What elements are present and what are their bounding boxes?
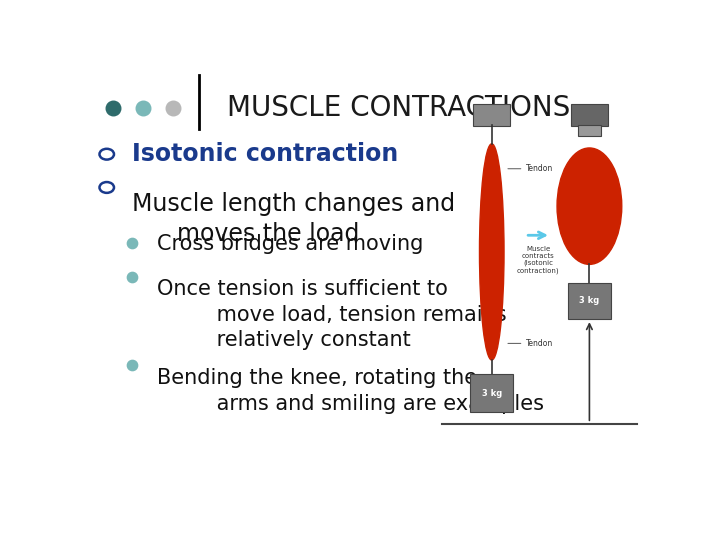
Point xyxy=(167,104,179,113)
Text: Tendon: Tendon xyxy=(508,339,554,348)
Point xyxy=(127,239,138,247)
Text: Cross bridges are moving: Cross bridges are moving xyxy=(157,234,423,254)
Ellipse shape xyxy=(480,144,504,360)
Text: Bending the knee, rotating the
         arms and smiling are examples: Bending the knee, rotating the arms and … xyxy=(157,368,544,414)
Text: MUSCLE CONTRACTIONS: MUSCLE CONTRACTIONS xyxy=(227,94,570,123)
Text: Once tension is sufficient to
         move load, tension remains
         relat: Once tension is sufficient to move load,… xyxy=(157,279,507,350)
Point xyxy=(127,361,138,369)
Text: Muscle
contracts
(Isotonic
contraction): Muscle contracts (Isotonic contraction) xyxy=(517,246,559,274)
Text: Isotonic contraction: Isotonic contraction xyxy=(132,142,398,166)
Point xyxy=(108,104,120,113)
Text: Tendon: Tendon xyxy=(508,164,554,173)
FancyBboxPatch shape xyxy=(577,125,601,136)
Text: 3 kg: 3 kg xyxy=(482,389,502,398)
FancyBboxPatch shape xyxy=(568,282,611,319)
Ellipse shape xyxy=(557,148,622,265)
FancyBboxPatch shape xyxy=(473,104,510,125)
FancyBboxPatch shape xyxy=(470,374,513,413)
FancyBboxPatch shape xyxy=(571,104,608,125)
Text: Muscle length changes and
      moves the load: Muscle length changes and moves the load xyxy=(132,192,455,246)
Text: 3 kg: 3 kg xyxy=(580,296,600,305)
Point xyxy=(127,273,138,281)
Point xyxy=(138,104,149,113)
